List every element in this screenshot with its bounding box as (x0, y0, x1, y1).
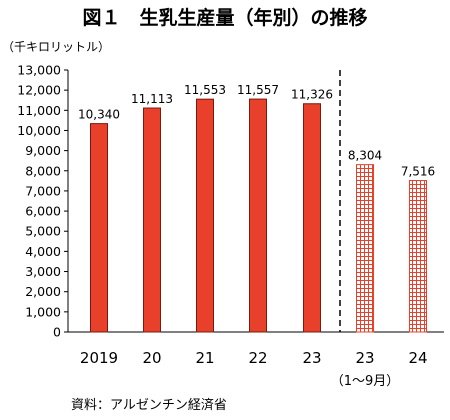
data-label: 11,557 (237, 83, 279, 97)
data-label: 11,326 (291, 88, 333, 102)
value-labels: 10,340 11,113 11,553 11,557 11,326 8,304 7,516 (78, 83, 435, 178)
y-tick-label: 11,000 (17, 103, 61, 118)
bar (90, 123, 108, 333)
data-label: 11,113 (131, 92, 173, 106)
y-tick-label: 6,000 (25, 204, 61, 219)
y-tick-label: 1,000 (25, 304, 61, 319)
y-tick-label: 5,000 (25, 224, 61, 239)
y-tick-label: 8,000 (25, 163, 61, 178)
x-tick-label: 21 (195, 349, 214, 367)
y-tick-label: 9,000 (25, 143, 61, 158)
x-tick-label: 23 (302, 349, 321, 367)
bar (409, 180, 427, 333)
x-tick-sublabel: （1〜9月） (331, 374, 400, 389)
y-tick-label: 13,000 (17, 63, 61, 78)
y-tick-label: 4,000 (25, 244, 61, 259)
y-tick-label: 12,000 (17, 83, 61, 98)
y-tick-label: 7,000 (25, 183, 61, 198)
x-tick-label: 20 (142, 349, 161, 367)
bar (303, 103, 321, 333)
chart-title: 図１ 生乳生産量（年別）の推移 (82, 6, 367, 29)
data-label: 7,516 (401, 165, 435, 179)
y-tick-label: 2,000 (25, 284, 61, 299)
data-label: 8,304 (348, 149, 382, 163)
bars (90, 98, 427, 333)
x-tick-label: 2019 (80, 349, 118, 367)
x-tick-label: 22 (248, 349, 267, 367)
unit-label: （千キロリットル） (2, 40, 110, 54)
x-tick-label: 23 (355, 349, 374, 367)
bar (356, 164, 374, 333)
x-axis-labels: 2019 20 21 22 23 23 （1〜9月） 24 (80, 349, 428, 389)
bar (196, 98, 214, 333)
data-label: 11,553 (184, 83, 226, 97)
bar (249, 98, 267, 333)
source-note: 資料：アルゼンチン経済省 (71, 397, 227, 413)
y-tick-label: 0 (53, 325, 61, 340)
y-tick-label: 10,000 (17, 123, 61, 138)
y-axis-ticks: 0 1,000 2,000 3,000 4,000 5,000 6,000 7,000 8,00… (17, 63, 68, 340)
y-tick-label: 3,000 (25, 264, 61, 279)
data-label: 10,340 (78, 108, 120, 122)
x-tick-label: 24 (408, 349, 427, 367)
bar (143, 107, 161, 333)
